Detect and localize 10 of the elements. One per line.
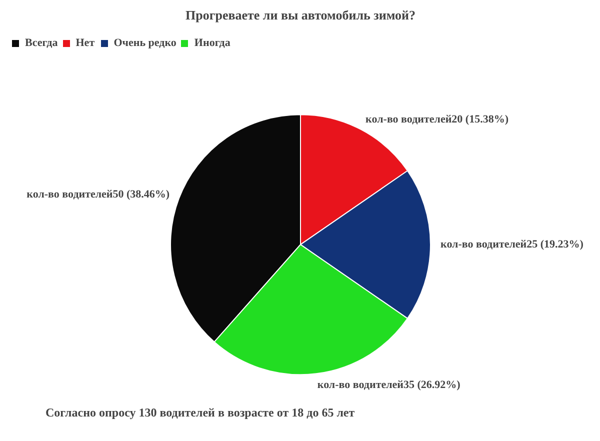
legend-label: Всегда [25, 37, 58, 49]
data-label: кол-во водителей20 (15.38%) [366, 113, 509, 126]
legend-label: Нет [76, 37, 96, 49]
data-label: кол-во водителей25 (19.23%) [440, 238, 584, 251]
text: Согласно опросу 130 водителей в возрасте от 18 до 65 лет [46, 406, 355, 420]
data-label: кол-во водителей50 (38.46%) [26, 188, 170, 200]
chart-title: Прогреваете ли вы автомобиль зимой? [185, 8, 416, 22]
legend-label: Очень редко [114, 37, 176, 49]
data-label: кол-во водителей35 (26.92%) [317, 378, 461, 391]
legend-label: Иногда [194, 37, 230, 49]
